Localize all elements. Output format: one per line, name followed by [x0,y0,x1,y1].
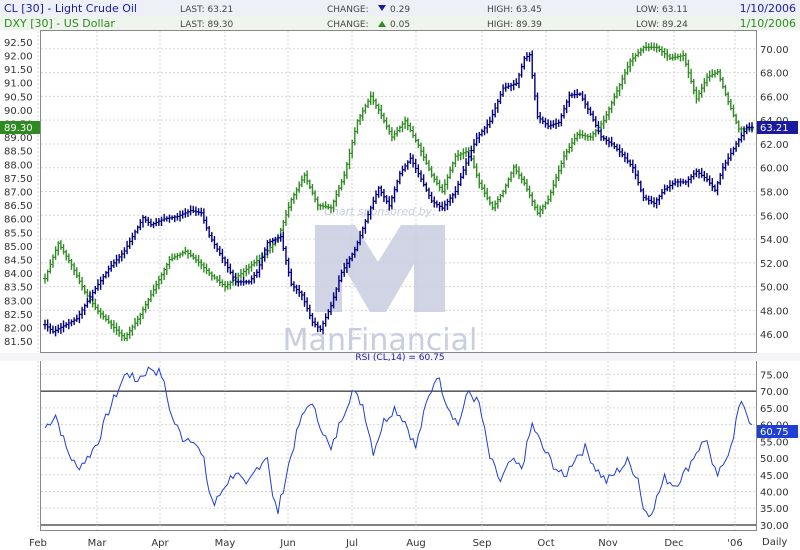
dollar-axis-tick-label: 85.50 [4,228,33,239]
dollar-axis-tick-label: 84.00 [4,269,33,280]
watermark-logo-icon [315,225,445,312]
crude-last: LAST: 63.21 [180,5,233,15]
watermark-sponsor-text: Chart sponsored by: [324,205,436,218]
crude-axis-tick-label: 46.00 [760,330,789,341]
crude-change-value: 0.29 [390,5,410,15]
rsi-title-bar [0,353,800,361]
rsi-axis-tick-label: 65.00 [760,404,789,415]
dollar-axis-tick-label: 91.50 [4,65,33,76]
crude-change-label: CHANGE: [327,5,369,15]
x-axis-month-label: Feb [29,538,47,549]
gridlines [37,31,756,530]
crude-high: HIGH: 63.45 [487,5,542,15]
rsi-axis-tick-label: 45.00 [760,471,789,482]
rsi-axis-tick-label: 30.00 [760,521,789,532]
rsi-axis-tick-label: 35.00 [760,504,789,515]
dollar-axis-tick-label: 88.50 [4,147,33,158]
dollar-axis-tick-label: 85.00 [4,242,33,253]
dollar-axis-tick-label: 82.50 [4,310,33,321]
dollar-axis-tick-label: 86.00 [4,215,33,226]
crude-low: LOW: 63.11 [636,5,688,15]
x-axis-month-label: Dec [664,538,683,549]
dollar-axis-tick-label: 83.50 [4,283,33,294]
dollar-axis-tick-label: 88.00 [4,160,33,171]
watermark-brand-text: ManFinancial [283,323,478,358]
rsi-axis-tick-label: 40.00 [760,488,789,499]
x-axis-month-label: Nov [598,538,618,549]
crude-last-flag [757,121,798,134]
rsi-axis-tick-label: 70.00 [760,387,789,398]
change-down-icon [378,5,386,11]
rsi-title: RSI (CL,14) = 60.75 [355,353,444,363]
crude-symbol-label: CL [30] - Light Crude Oil [4,2,137,15]
crude-axis-tick-label: 70.00 [760,45,789,56]
price-panel-frame [40,30,757,353]
timeframe-label: Daily [762,537,787,548]
x-axis-month-label: '06 [727,538,742,549]
crude-axis-tick-label: 58.00 [760,188,789,199]
dollar-axis-tick-label: 83.00 [4,296,33,307]
dollar-axis-tick-label: 90.00 [4,106,33,117]
change-up-icon [378,21,386,27]
x-axis-month-label: May [215,538,236,549]
x-axis-month-label: Apr [151,538,169,549]
dollar-last: LAST: 89.30 [180,20,234,30]
dollar-change-label: CHANGE: [327,20,369,30]
rsi-axis-tick-label: 75.00 [760,370,789,381]
dollar-axis-tick-label: 89.00 [4,133,33,144]
dollar-axis-tick-label: 84.50 [4,256,33,267]
x-axis-month-label: Jun [279,538,296,549]
crude-axis-tick-label: 56.00 [760,211,789,222]
dollar-last-flag-text: 89.30 [4,123,33,134]
crude-axis-tick-label: 66.00 [760,92,789,103]
crude-axis-tick-label: 54.00 [760,235,789,246]
dollar-date: 1/10/2006 [740,17,796,30]
x-axis-month-label: Sep [473,538,492,549]
crude-axis-tick-label: 48.00 [760,306,789,317]
dollar-axis-tick-label: 86.50 [4,201,33,212]
x-axis-month-label: Mar [88,538,108,549]
x-axis-month-label: Oct [537,538,554,549]
rsi-axis-tick-label: 55.00 [760,437,789,448]
dollar-series [43,42,754,342]
crude-axis-tick-label: 60.00 [760,164,789,175]
dollar-high: HIGH: 89.39 [487,20,542,30]
dollar-axis-tick-label: 92.00 [4,51,33,62]
dollar-axis-tick-label: 90.50 [4,92,33,103]
series-layer [43,42,754,518]
header-row-dollar [0,16,800,30]
rsi-axis-tick-label: 50.00 [760,454,789,465]
dollar-axis-tick-label: 82.00 [4,324,33,335]
rsi-line [44,366,753,518]
crude-axis-tick-label: 68.00 [760,69,789,80]
dollar-last-flag [0,121,40,134]
dollar-axis-tick-label: 87.50 [4,174,33,185]
x-axis-month-label: Aug [406,538,426,549]
crude-last-flag-text: 63.21 [760,123,789,134]
rsi-last-flag-text: 60.75 [760,427,789,438]
x-axis-month-label: Jul [345,538,358,549]
crude-ohlc-bar [750,122,754,133]
dollar-axis-tick-label: 81.50 [4,337,33,348]
watermark: Chart sponsored by: ManFinancial [283,205,478,358]
header-row-crude [0,0,800,16]
dollar-axis-tick-label: 91.00 [4,79,33,90]
rsi-last-flag [757,425,798,438]
crude-axis-tick-label: 52.00 [760,259,789,270]
crude-axis-tick-label: 62.00 [760,140,789,151]
dollar-axis-tick-label: 87.00 [4,188,33,199]
dollar-low: LOW: 89.24 [636,20,688,30]
crude-series [43,50,754,337]
dollar-symbol-label: DXY [30] - US Dollar [4,17,115,30]
dollar-change-value: 0.05 [390,20,410,30]
dollar-axis-tick-label: 92.50 [4,38,33,49]
crude-axis-tick-label: 50.00 [760,283,789,294]
crude-date: 1/10/2006 [740,2,796,15]
